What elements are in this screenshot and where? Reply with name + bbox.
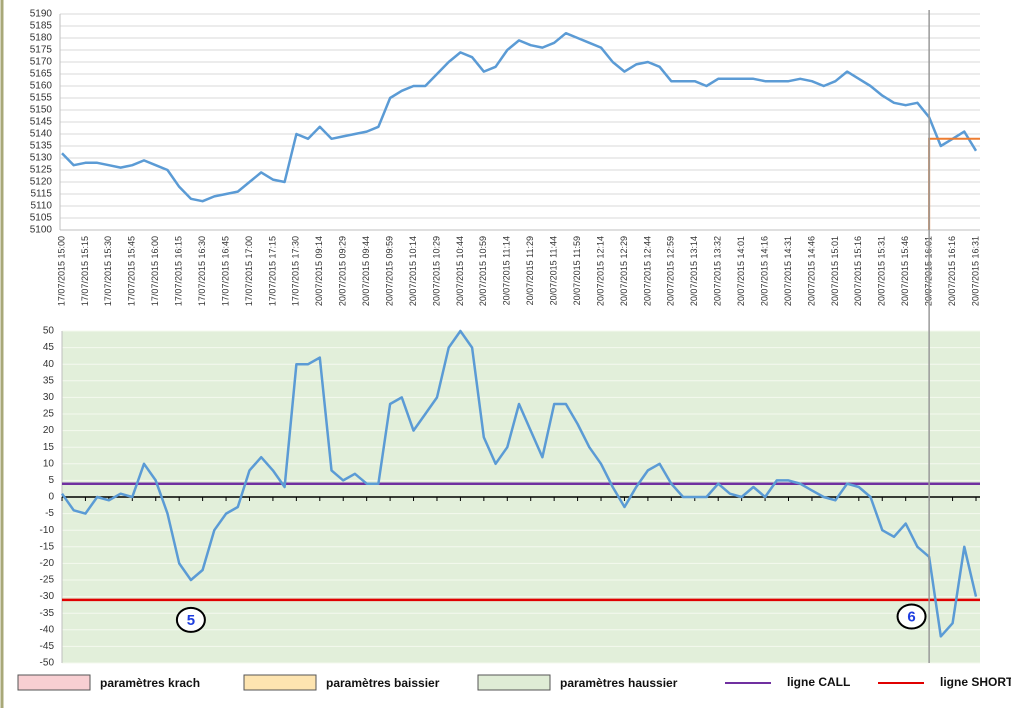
x-tick-label: 20/07/2015 14:46 <box>806 236 816 306</box>
y-tick-label: 5190 <box>30 9 53 20</box>
y-tick-label: 35 <box>43 375 55 386</box>
legend-label: paramètres krach <box>100 676 200 690</box>
x-tick-label: 17/07/2015 17:00 <box>244 236 254 306</box>
legend-label: paramètres baissier <box>326 676 440 690</box>
y-tick-label: 5115 <box>30 189 52 200</box>
y-tick-label: 50 <box>43 326 55 337</box>
y-tick-label: -15 <box>40 541 55 552</box>
x-tick-label: 20/07/2015 14:31 <box>783 236 793 306</box>
y-tick-label: 5150 <box>30 105 53 116</box>
x-tick-label: 17/07/2015 15:45 <box>127 236 137 306</box>
x-tick-label: 20/07/2015 12:44 <box>642 236 652 306</box>
y-tick-label: 5170 <box>30 57 53 68</box>
y-tick-label: 5105 <box>30 213 53 224</box>
x-tick-label: 20/07/2015 11:44 <box>549 236 559 305</box>
x-tick-label: 20/07/2015 09:44 <box>361 236 371 306</box>
y-tick-label: -30 <box>40 591 55 602</box>
y-tick-label: 5165 <box>30 69 53 80</box>
x-tick-label: 20/07/2015 15:46 <box>900 236 910 306</box>
x-tick-label: 17/07/2015 16:00 <box>150 236 160 306</box>
x-tick-label: 20/07/2015 15:16 <box>853 236 863 306</box>
x-tick-label: 20/07/2015 09:29 <box>338 236 348 306</box>
y-tick-label: 5100 <box>30 225 53 236</box>
y-tick-label: 5175 <box>30 45 53 56</box>
x-tick-label: 17/07/2015 16:30 <box>197 236 207 306</box>
x-tick-label: 20/07/2015 10:59 <box>478 236 488 306</box>
y-tick-label: -40 <box>40 624 55 635</box>
x-tick-label: 20/07/2015 10:29 <box>431 236 441 306</box>
y-tick-label: 5110 <box>30 201 52 212</box>
x-tick-label: 20/07/2015 14:01 <box>736 236 746 306</box>
x-tick-label: 20/07/2015 16:16 <box>947 236 957 306</box>
x-tick-label: 17/07/2015 17:15 <box>267 236 277 306</box>
y-tick-label: -10 <box>40 525 55 536</box>
data-line <box>61 31 978 203</box>
y-tick-label: -35 <box>40 608 55 619</box>
y-tick-label: -50 <box>40 658 55 669</box>
x-tick-label: 17/07/2015 15:00 <box>56 236 66 306</box>
y-tick-label: 5140 <box>30 129 53 140</box>
y-tick-label: 30 <box>43 392 55 403</box>
y-tick-label: 20 <box>43 425 55 436</box>
x-tick-label: 20/07/2015 10:44 <box>455 236 465 306</box>
y-tick-label: 5180 <box>30 33 53 44</box>
x-tick-label: 20/07/2015 16:31 <box>970 236 980 306</box>
y-tick-label: 5160 <box>30 81 53 92</box>
annotation-circle <box>896 603 927 630</box>
y-tick-label: -25 <box>40 575 55 586</box>
x-tick-label: 20/07/2015 11:14 <box>502 236 512 305</box>
y-tick-label: 0 <box>48 492 54 503</box>
legend-swatch <box>17 674 91 691</box>
y-tick-label: -45 <box>40 641 55 652</box>
x-tick-label: 20/07/2015 15:31 <box>877 236 887 306</box>
y-tick-label: 45 <box>43 342 55 353</box>
y-tick-label: 40 <box>43 359 55 370</box>
x-tick-label: 17/07/2015 16:15 <box>174 236 184 306</box>
legend-swatch <box>243 674 317 691</box>
x-tick-label: 17/07/2015 17:30 <box>291 236 301 306</box>
legend-label: ligne SHORT <box>940 675 1011 689</box>
y-tick-label: 5125 <box>30 165 53 176</box>
y-tick-label: 25 <box>43 409 55 420</box>
annotation-circle <box>175 606 206 633</box>
legend-swatch <box>477 674 551 691</box>
x-tick-label: 17/07/2015 15:15 <box>80 236 90 306</box>
legend-label: ligne CALL <box>787 675 850 689</box>
data-line <box>60 329 978 638</box>
x-tick-label: 20/07/2015 14:16 <box>759 236 769 306</box>
x-tick-label: 20/07/2015 12:14 <box>595 236 605 306</box>
x-tick-label: 20/07/2015 13:32 <box>713 236 723 306</box>
x-tick-label: 20/07/2015 13:14 <box>689 236 699 306</box>
y-tick-label: 5 <box>48 475 54 486</box>
y-tick-label: 5145 <box>30 117 53 128</box>
x-tick-label: 17/07/2015 16:45 <box>220 236 230 306</box>
x-tick-label: 20/07/2015 10:14 <box>408 236 418 306</box>
legend-label: paramètres haussier <box>560 676 678 690</box>
annotation-label: 6 <box>907 608 915 625</box>
x-tick-label: 20/07/2015 09:59 <box>384 236 394 306</box>
y-tick-label: 5155 <box>30 93 53 104</box>
x-tick-label: 20/07/2015 09:14 <box>314 236 324 306</box>
x-tick-label: 17/07/2015 15:30 <box>103 236 113 306</box>
y-tick-label: 5120 <box>30 177 53 188</box>
x-tick-label: 20/07/2015 12:29 <box>619 236 629 306</box>
y-tick-label: 5130 <box>30 153 53 164</box>
x-tick-label: 20/07/2015 11:59 <box>572 236 582 305</box>
y-tick-label: -20 <box>40 558 55 569</box>
y-tick-label: 10 <box>43 458 55 469</box>
y-tick-label: -5 <box>45 508 54 519</box>
x-tick-label: 20/07/2015 12:59 <box>666 236 676 306</box>
x-tick-label: 20/07/2015 15:01 <box>830 236 840 306</box>
y-tick-label: 5135 <box>30 141 53 152</box>
y-tick-label: 5185 <box>30 21 53 32</box>
x-tick-label: 20/07/2015 11:29 <box>525 236 535 305</box>
y-tick-label: 15 <box>43 442 55 453</box>
annotation-label: 5 <box>187 612 195 629</box>
